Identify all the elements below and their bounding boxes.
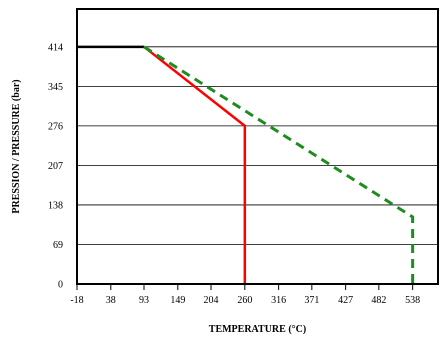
- y-tick-label: 0: [58, 280, 63, 291]
- x-axis-title: TEMPERATURE (°C): [209, 324, 306, 335]
- y-tick-label: 138: [48, 200, 63, 211]
- y-axis: 0 69 138 207 276 345 414: [48, 42, 63, 290]
- series-line-1: [143, 45, 247, 284]
- x-tick-label: 38: [106, 295, 116, 306]
- y-tick-label: 207: [48, 161, 63, 172]
- x-tick-label: -18: [70, 295, 83, 306]
- y-axis-title: PRESSION / PRESSURE (bar): [11, 79, 22, 213]
- x-tick-label: 427: [338, 295, 353, 306]
- x-tick-label: 482: [371, 295, 386, 306]
- gridlines: [77, 46, 438, 245]
- y-tick-label: 414: [48, 42, 63, 53]
- x-tick-label: 93: [139, 295, 149, 306]
- y-tick-label: 276: [48, 121, 63, 132]
- y-tick-label: 69: [53, 240, 63, 251]
- x-tick-label: 316: [271, 295, 286, 306]
- x-tick-label: 538: [405, 295, 420, 306]
- series-lines: [77, 45, 415, 284]
- plot-frame: [76, 8, 439, 285]
- x-tick-label: 260: [237, 295, 252, 306]
- x-tick-label: 149: [170, 295, 185, 306]
- series-line-2: [143, 45, 415, 284]
- x-axis: -18 38 93 149 204 260 316 371 427 482 538: [70, 284, 420, 306]
- y-tick-label: 345: [48, 82, 63, 93]
- x-tick-label: 204: [204, 295, 219, 306]
- x-tick-label: 371: [304, 295, 319, 306]
